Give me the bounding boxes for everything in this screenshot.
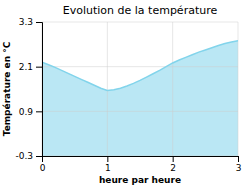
tick-mark: [36, 111, 42, 112]
tick-mark: [36, 67, 42, 68]
marks: [42, 41, 238, 156]
grid-line: [107, 22, 108, 156]
tick-label: 3: [236, 163, 242, 173]
tick: 0.9: [19, 107, 42, 117]
tick: -0.3: [15, 151, 42, 161]
area: [42, 41, 238, 156]
tick: 1: [105, 156, 111, 173]
tick: 3: [236, 156, 242, 173]
grid-line: [42, 66, 238, 67]
line-marks: [42, 41, 238, 91]
y-axis: -0.3 0.9 2.1 3.3: [15, 17, 42, 161]
tick-label: 2.1: [19, 62, 33, 72]
tick-label: -0.3: [15, 151, 33, 161]
tick-mark: [173, 156, 174, 162]
tick-mark: [36, 156, 42, 157]
tick-label: 0.9: [19, 107, 34, 117]
tick: 2: [170, 156, 176, 173]
chart: 0 1 2 3 -0.3 0.9 2.1 3.3 Evolution de la tempéra…: [0, 0, 250, 188]
x-axis: 0 1 2 3: [40, 156, 242, 173]
tick-mark: [238, 156, 239, 162]
axis-line: [43, 157, 239, 163]
grid-line: [238, 22, 239, 156]
tick-label: 2: [170, 163, 176, 173]
axis-line: [36, 23, 43, 157]
y-axis-title: Température en °C: [2, 41, 12, 136]
x-axis-title: heure par heure: [99, 175, 181, 185]
line: [42, 41, 238, 91]
grid: [42, 22, 238, 156]
tick-mark: [107, 156, 108, 162]
tick: 0: [40, 156, 46, 173]
tick: 2.1: [19, 62, 42, 72]
grid-line: [172, 22, 173, 156]
grid-line: [42, 111, 238, 112]
tick-label: 3.3: [19, 17, 33, 27]
grid-line: [42, 22, 238, 23]
title: Evolution de la température: [63, 4, 218, 17]
plot-area: 0 1 2 3 -0.3 0.9 2.1 3.3: [15, 17, 241, 173]
tick-label: 0: [40, 163, 46, 173]
tick-label: 1: [105, 163, 111, 173]
tick-mark: [36, 22, 42, 23]
tick: 3.3: [19, 17, 42, 27]
